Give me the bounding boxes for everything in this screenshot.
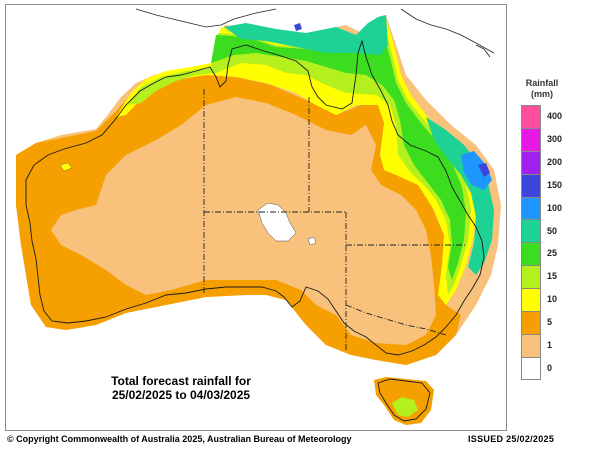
legend-label-10: 10 [547, 294, 558, 305]
legend-label-50: 50 [547, 225, 558, 236]
legend-unit: (mm) [531, 89, 553, 99]
zone-50mm-east [426, 117, 494, 275]
zone-50mm-north [224, 15, 388, 55]
forecast-caption-line1: Total forecast rainfall for [111, 374, 251, 388]
legend-swatch-0 [521, 356, 541, 380]
legend-swatch-15 [521, 265, 541, 289]
legend-swatch-10 [521, 288, 541, 312]
border-nsw-vic [345, 304, 447, 336]
forecast-caption: Total forecast rainfall for 25/02/2025 t… [66, 374, 296, 402]
legend-label-0: 0 [547, 362, 553, 373]
zone-150mm [478, 163, 490, 177]
tasmania-coastline [377, 378, 431, 422]
png-coastline [135, 8, 277, 28]
legend-swatch-300 [521, 127, 541, 151]
state-borders [203, 89, 466, 350]
legend-swatch-50 [521, 219, 541, 243]
rainfall-map [16, 8, 501, 425]
copyright-notice: © Copyright Commonwealth of Australia 20… [7, 434, 352, 444]
legend-swatches [521, 105, 543, 380]
legend-label-300: 300 [547, 133, 563, 144]
png-coastline-east [400, 8, 495, 54]
zone-100mm [461, 151, 492, 190]
legend-label-1: 1 [547, 340, 553, 350]
dry-lake-small [307, 236, 317, 246]
island-outline [475, 44, 491, 58]
tasmania-wet [392, 397, 418, 417]
rainfall-legend: Rainfall (mm) 400 300 200 150 100 50 25 15 10 5 1 0 [516, 78, 576, 380]
legend-label-15: 15 [547, 271, 558, 282]
legend-label-150: 150 [547, 179, 563, 190]
legend-swatch-25 [521, 242, 541, 266]
legend-title: Rainfall [525, 78, 559, 88]
zone-25mm [211, 29, 466, 280]
legend-label-25: 25 [547, 248, 558, 259]
zone-15mm [128, 25, 471, 295]
map-frame: Total forecast rainfall for 25/02/2025 t… [5, 4, 507, 431]
dry-lake [257, 202, 297, 242]
legend-label-100: 100 [547, 202, 563, 213]
legend-swatch-100 [521, 196, 541, 220]
zone-1mm-interior [51, 97, 436, 345]
legend-label-200: 200 [547, 156, 563, 167]
legend-swatch-150 [521, 173, 541, 197]
legend-swatch-1 [521, 333, 541, 357]
legend-label-400: 400 [547, 111, 563, 121]
zone-150mm-north [294, 23, 302, 31]
wa-yellow-spot [59, 162, 73, 172]
legend-swatch-200 [521, 150, 541, 174]
legend-label-5: 5 [547, 317, 553, 328]
legend-swatch-400 [521, 105, 541, 128]
coastline [25, 39, 485, 356]
forecast-caption-line2: 25/02/2025 to 04/03/2025 [111, 388, 251, 402]
issued-date: ISSUED 25/02/2025 [468, 434, 555, 444]
legend-swatch-5 [521, 311, 541, 334]
